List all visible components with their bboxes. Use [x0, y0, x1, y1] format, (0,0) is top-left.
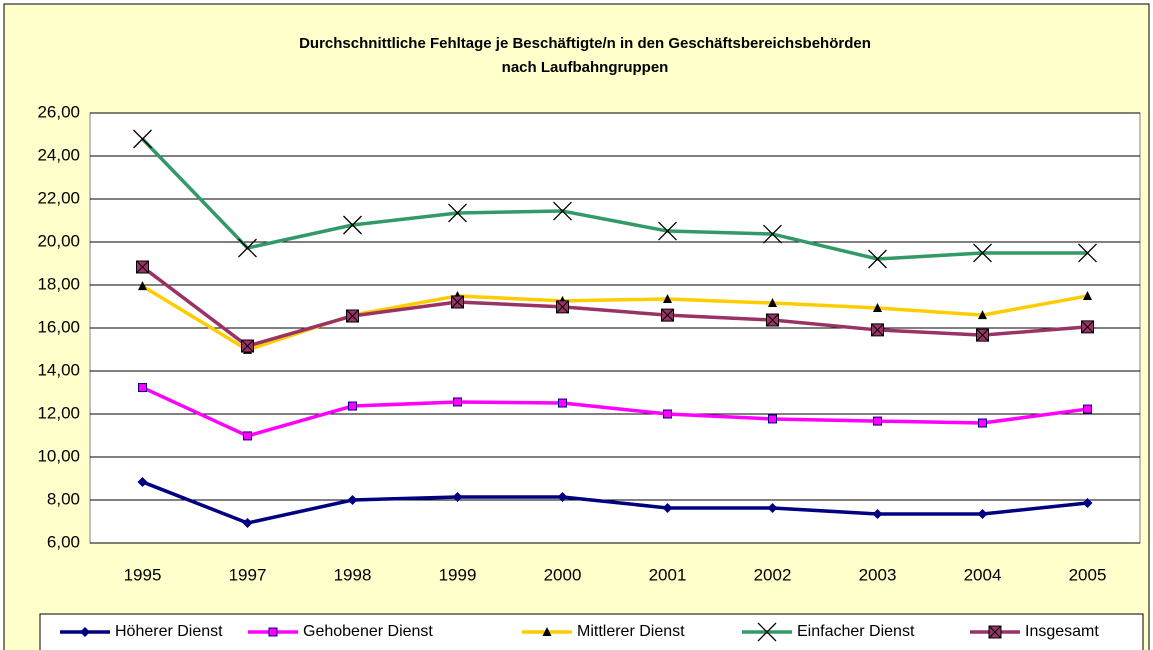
- marker: [453, 397, 462, 407]
- legend-label: Einfacher Dienst: [797, 623, 915, 640]
- x-tick-label: 2001: [649, 565, 687, 584]
- marker: [873, 416, 882, 426]
- series-line: [141, 137, 1088, 261]
- marker: [1081, 320, 1094, 334]
- chart-subtitle: nach Laufbahngruppen: [502, 59, 669, 76]
- y-tick-label: 6,00: [47, 532, 80, 551]
- marker: [658, 221, 677, 241]
- marker: [1082, 498, 1093, 509]
- marker: [243, 431, 252, 441]
- marker: [663, 409, 672, 419]
- chart-title: Durchschnittliche Fehltage je Beschäftig…: [299, 35, 871, 52]
- x-tick-label: 1998: [334, 565, 372, 584]
- marker: [343, 215, 362, 235]
- marker: [662, 502, 673, 513]
- x-tick-label: 2000: [544, 565, 582, 584]
- marker: [558, 398, 567, 408]
- y-tick-label: 14,00: [37, 360, 80, 379]
- y-tick-label: 16,00: [37, 317, 80, 336]
- y-tick-label: 18,00: [37, 274, 80, 293]
- marker: [1083, 404, 1092, 414]
- legend-label: Höherer Dienst: [115, 623, 223, 640]
- marker: [768, 298, 777, 308]
- marker: [988, 625, 1002, 639]
- series-line: [141, 480, 1088, 525]
- marker: [1078, 243, 1097, 263]
- marker: [978, 418, 987, 428]
- marker: [138, 281, 147, 291]
- y-tick-label: 24,00: [37, 145, 80, 164]
- marker: [873, 303, 882, 313]
- series-line: [141, 265, 1088, 348]
- marker: [767, 502, 778, 513]
- y-tick-label: 22,00: [37, 188, 80, 207]
- y-tick-label: 8,00: [47, 489, 80, 508]
- marker: [973, 243, 992, 263]
- x-tick-label: 2002: [754, 565, 792, 584]
- x-tick-label: 2005: [1069, 565, 1107, 584]
- marker: [553, 201, 572, 221]
- marker: [542, 627, 552, 636]
- marker: [556, 300, 569, 314]
- y-tick-label: 26,00: [37, 102, 80, 121]
- y-tick-label: 20,00: [37, 231, 80, 250]
- x-tick-label: 1995: [124, 565, 162, 584]
- marker: [241, 339, 254, 353]
- legend-label: Insgesamt: [1025, 623, 1099, 640]
- marker: [452, 491, 463, 502]
- marker: [80, 627, 90, 637]
- x-tick-label: 2004: [964, 565, 1002, 584]
- marker: [137, 476, 148, 487]
- x-tick-label: 1997: [229, 565, 267, 584]
- marker: [663, 293, 672, 303]
- marker: [348, 401, 357, 411]
- legend-box: [39, 613, 1144, 650]
- series-line: [141, 385, 1088, 438]
- x-tick-label: 1999: [439, 565, 477, 584]
- marker: [757, 622, 777, 642]
- x-tick-label: 2003: [859, 565, 897, 584]
- marker: [268, 627, 278, 637]
- marker: [448, 203, 467, 223]
- marker: [871, 323, 884, 337]
- marker: [868, 249, 887, 269]
- marker: [768, 414, 777, 424]
- marker: [347, 495, 358, 505]
- marker: [138, 383, 147, 393]
- marker: [976, 328, 989, 342]
- legend-label: Mittlerer Dienst: [577, 623, 685, 640]
- y-tick-label: 12,00: [37, 403, 80, 422]
- marker: [977, 508, 988, 519]
- marker: [238, 238, 257, 258]
- marker: [978, 310, 987, 320]
- marker: [133, 129, 152, 149]
- marker: [346, 309, 359, 323]
- y-tick-label: 10,00: [37, 446, 80, 465]
- marker: [661, 308, 674, 322]
- marker: [557, 491, 568, 502]
- marker: [136, 260, 149, 274]
- legend-label: Gehobener Dienst: [303, 623, 433, 640]
- marker: [763, 224, 782, 244]
- marker: [766, 313, 779, 327]
- marker: [451, 295, 464, 309]
- marker: [242, 518, 253, 529]
- marker: [872, 508, 883, 519]
- marker: [1083, 290, 1092, 300]
